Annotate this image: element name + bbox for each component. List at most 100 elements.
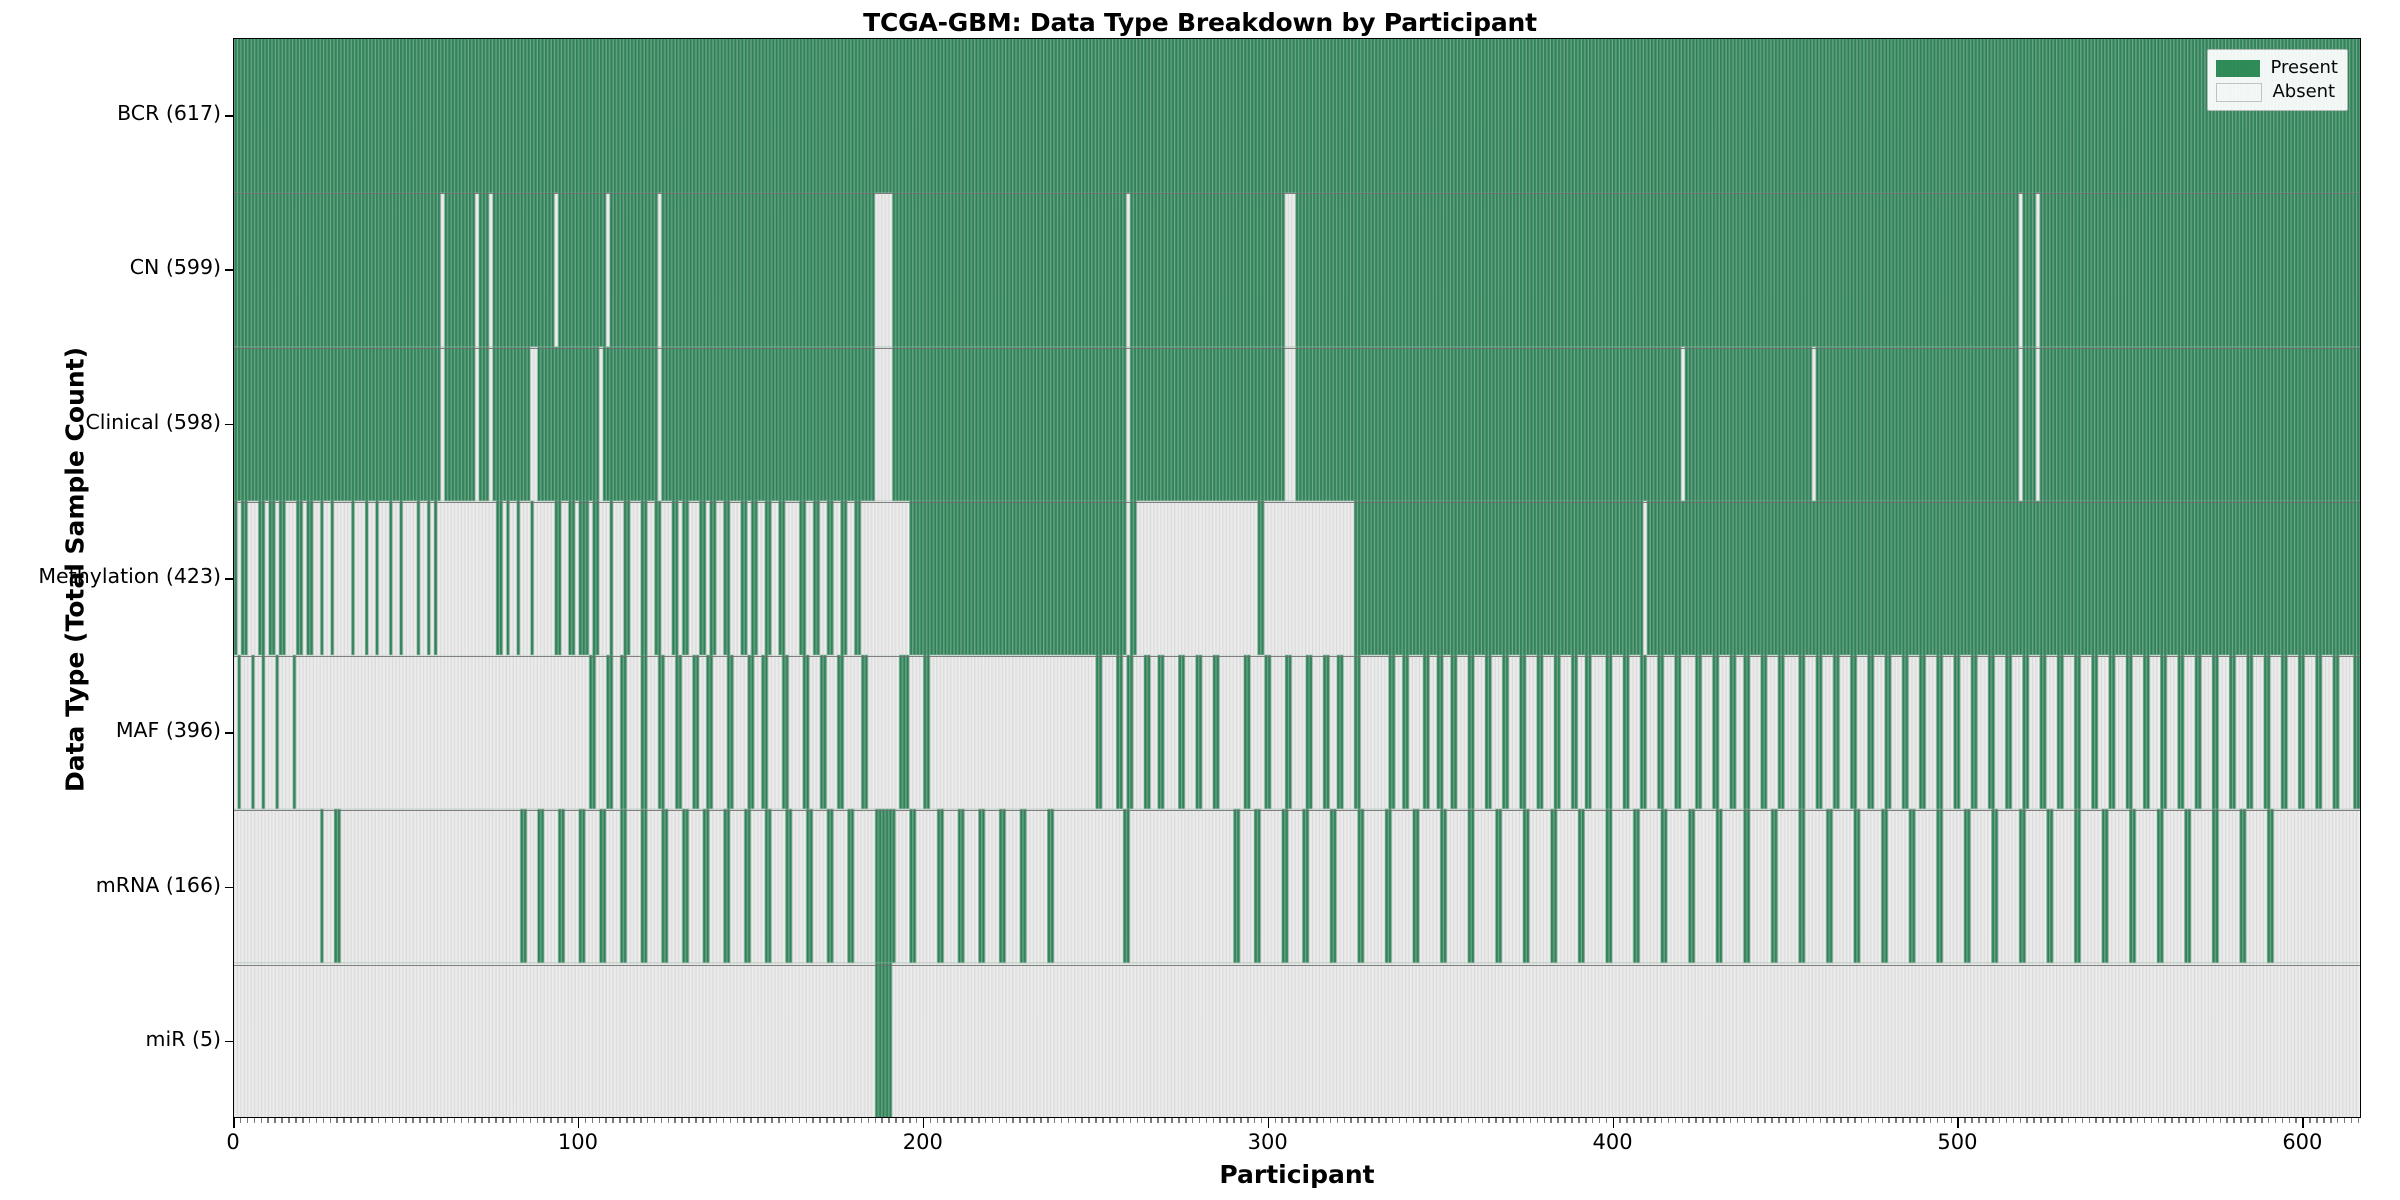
- x-tick-minor: [1046, 1118, 1049, 1123]
- x-tick-minor: [1771, 1118, 1773, 1123]
- x-tick-minor: [2343, 1118, 2346, 1123]
- x-tick-label-300: 300: [1247, 1130, 1288, 1154]
- x-tick-minor: [2336, 1118, 2339, 1123]
- x-tick-minor: [1791, 1118, 1794, 1123]
- x-tick-minor: [2067, 1118, 2070, 1123]
- x-tick-minor: [867, 1118, 870, 1123]
- x-tick-minor: [619, 1118, 621, 1123]
- x-tick-label-0: 0: [226, 1130, 240, 1154]
- x-tick-minor: [2116, 1118, 2118, 1123]
- x-tick-minor: [267, 1118, 270, 1123]
- x-tick-minor: [2226, 1118, 2229, 1123]
- x-tick-minor: [874, 1118, 877, 1123]
- x-tick-label-600: 600: [2282, 1130, 2323, 1154]
- x-tick-minor: [840, 1118, 842, 1123]
- x-tick-minor: [1757, 1118, 1760, 1123]
- x-tick-minor: [2150, 1118, 2153, 1123]
- x-tick-minor: [1578, 1118, 1580, 1123]
- x-tick-minor: [908, 1118, 911, 1123]
- x-tick-minor: [2185, 1118, 2187, 1123]
- heatmap-matrix: [234, 39, 2360, 1117]
- x-tick-minor: [1281, 1118, 1284, 1123]
- x-tick-minor: [1191, 1118, 1194, 1123]
- x-tick-minor: [1074, 1118, 1077, 1123]
- row-separator: [234, 193, 2360, 195]
- row-separator: [234, 501, 2360, 503]
- x-tick-minor: [853, 1118, 856, 1123]
- x-tick-minor: [1033, 1118, 1035, 1123]
- x-tick-minor: [260, 1118, 263, 1123]
- x-tick-minor: [1584, 1118, 1587, 1123]
- x-tick-minor: [2123, 1118, 2125, 1123]
- x-tick-minor: [971, 1118, 973, 1123]
- legend-label-absent: Absent: [2272, 81, 2336, 102]
- x-tick-minor: [1688, 1118, 1691, 1123]
- x-tick-label-500: 500: [1937, 1130, 1978, 1154]
- y-tick-label-methylation: Methylation (423): [38, 564, 221, 588]
- x-tick-minor: [2005, 1118, 2008, 1123]
- x-tick-minor: [481, 1118, 483, 1123]
- x-tick-minor: [1998, 1118, 2001, 1123]
- x-tick-minor: [1626, 1118, 1628, 1123]
- x-tick-minor: [1246, 1118, 1249, 1123]
- x-tick-major: [1957, 1118, 1960, 1128]
- x-tick-minor: [2316, 1118, 2318, 1123]
- x-tick-minor: [1964, 1118, 1966, 1123]
- x-tick-minor: [488, 1118, 490, 1123]
- x-tick-minor: [660, 1118, 663, 1123]
- x-tick-minor: [1929, 1118, 1932, 1123]
- x-tick-minor: [1433, 1118, 1435, 1123]
- x-tick-minor: [1564, 1118, 1566, 1123]
- chart-title: TCGA-GBM: Data Type Breakdown by Partici…: [863, 8, 1537, 37]
- x-tick-minor: [991, 1118, 994, 1123]
- x-tick-minor: [2198, 1118, 2201, 1123]
- x-tick-minor: [453, 1118, 456, 1123]
- x-tick-minor: [929, 1118, 932, 1123]
- x-tick-minor: [1522, 1118, 1525, 1123]
- x-tick-minor: [1681, 1118, 1684, 1123]
- x-tick-minor: [1060, 1118, 1063, 1123]
- x-tick-minor: [364, 1118, 366, 1123]
- x-tick-minor: [1722, 1118, 1725, 1123]
- x-tick-minor: [1336, 1118, 1339, 1123]
- x-tick-minor: [1419, 1118, 1422, 1123]
- legend-item-present: Present: [2216, 56, 2338, 80]
- x-tick-minor: [1888, 1118, 1891, 1123]
- x-tick-minor: [1909, 1118, 1911, 1123]
- x-tick-minor: [1895, 1118, 1897, 1123]
- x-tick-minor: [826, 1118, 828, 1123]
- x-tick-minor: [1695, 1118, 1697, 1123]
- x-tick-minor: [2047, 1118, 2049, 1123]
- x-tick-minor: [2178, 1118, 2180, 1123]
- x-tick-minor: [1343, 1118, 1346, 1123]
- x-tick-minor: [384, 1118, 387, 1123]
- x-tick-minor: [626, 1118, 628, 1123]
- x-tick-minor: [757, 1118, 759, 1123]
- x-tick-minor: [1005, 1118, 1008, 1123]
- x-tick-minor: [405, 1118, 408, 1123]
- x-tick-minor: [2102, 1118, 2104, 1123]
- x-tick-minor: [1557, 1118, 1559, 1123]
- x-tick-minor: [1447, 1118, 1449, 1123]
- x-tick-minor: [1936, 1118, 1939, 1123]
- x-tick-minor: [433, 1118, 435, 1123]
- x-tick-minor: [2171, 1118, 2173, 1123]
- x-tick-minor: [1536, 1118, 1539, 1123]
- x-tick-minor: [833, 1118, 835, 1123]
- x-tick-minor: [1667, 1118, 1670, 1123]
- x-tick-minor: [1785, 1118, 1787, 1123]
- x-tick-minor: [2357, 1118, 2360, 1123]
- x-tick-minor: [1453, 1118, 1456, 1123]
- x-tick-minor: [1833, 1118, 1835, 1123]
- chart-legend: Present Absent: [2207, 49, 2348, 111]
- x-tick-minor: [777, 1118, 780, 1123]
- x-tick-minor: [915, 1118, 918, 1123]
- x-tick-minor: [281, 1118, 283, 1123]
- x-tick-minor: [2095, 1118, 2098, 1123]
- x-tick-minor: [1647, 1118, 1649, 1123]
- x-tick-minor: [508, 1118, 511, 1123]
- y-tick-mark: [225, 1040, 233, 1043]
- legend-swatch-present: [2216, 59, 2261, 77]
- x-tick-minor: [1295, 1118, 1297, 1123]
- x-tick-minor: [1640, 1118, 1642, 1123]
